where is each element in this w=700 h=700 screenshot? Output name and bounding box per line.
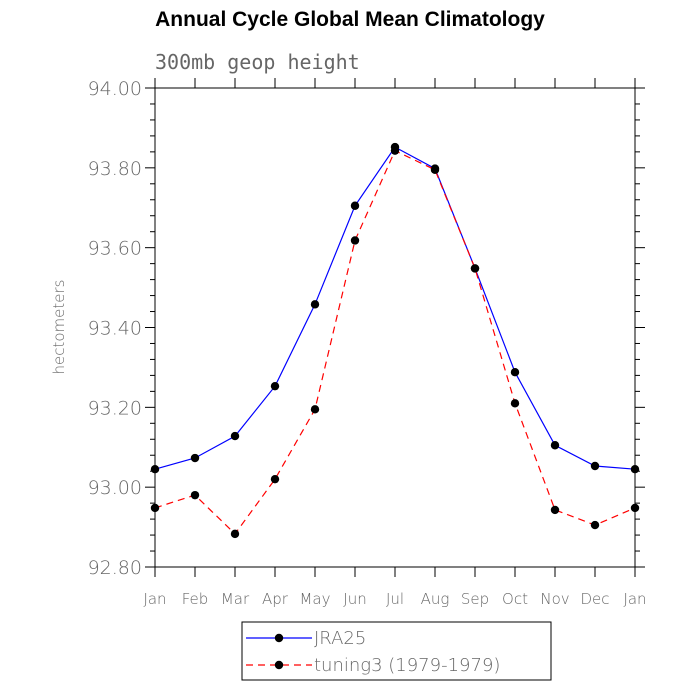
y-tick-label: 92.80	[88, 557, 142, 579]
legend-label-2: tuning3 (1979-1979)	[314, 655, 500, 676]
y-tick-label: 93.80	[88, 158, 142, 180]
series-2-point	[150, 503, 160, 513]
series-1-point	[630, 465, 640, 474]
x-tick-label: Nov	[540, 590, 569, 608]
y-tick-labels: 92.80 93.00 93.20 93.40 93.60 93.80 94.00	[88, 78, 142, 579]
series-1-point	[350, 201, 360, 210]
legend-label-1: JRA25	[314, 628, 366, 649]
x-tick-label: Jul	[386, 590, 404, 608]
series-1-point	[550, 441, 560, 450]
x-tick-label: Aug	[421, 590, 450, 608]
legend: JRA25 tuning3 (1979-1979)	[241, 621, 552, 681]
series-1-point	[190, 453, 200, 463]
y-axis-label: hectometers	[50, 280, 68, 375]
x-tick-label: Jan	[143, 590, 166, 608]
x-tick-label: Jun	[343, 590, 366, 608]
chart-subtitle: 300mb geop height	[155, 50, 360, 74]
y-tick-label: 93.60	[88, 238, 142, 260]
series-2-point	[470, 264, 480, 273]
series-2-point	[350, 236, 360, 245]
series-1-point	[230, 431, 240, 441]
series-1-point	[270, 381, 280, 391]
series-2-point	[510, 399, 520, 408]
plot-axes	[145, 78, 645, 577]
x-tick-label: Oct	[502, 590, 528, 608]
series-2-point	[230, 529, 240, 539]
series-line-2	[154, 149, 636, 535]
legend-box	[241, 621, 552, 681]
chart-title: Annual Cycle Global Mean Climatology	[155, 8, 545, 31]
series-2-point	[430, 165, 440, 175]
series-2-point	[630, 503, 640, 513]
x-tick-label: Apr	[262, 590, 289, 608]
series-1-point	[150, 465, 160, 474]
x-tick-label: May	[299, 590, 330, 608]
series-1-point	[510, 368, 520, 377]
y-tick-label: 94.00	[88, 78, 142, 100]
y-tick-label: 93.40	[88, 318, 142, 340]
legend-marker-2	[274, 660, 284, 670]
y-tick-label: 93.20	[88, 397, 142, 419]
series-2-point	[190, 490, 200, 500]
series-2-point	[550, 505, 560, 515]
series-2-point	[270, 474, 280, 484]
x-tick-label: Dec	[580, 590, 609, 608]
x-tick-labels: Jan Feb Mar Apr May Jun Jul Aug Sep Oct Nov Dec Jan	[143, 590, 646, 608]
x-tick-label: Mar	[221, 590, 250, 608]
y-tick-label: 93.00	[88, 477, 142, 499]
series-2-point	[310, 405, 320, 414]
x-tick-label: Jan	[623, 590, 646, 608]
x-tick-label: Sep	[461, 590, 489, 608]
series-1-point	[590, 461, 600, 471]
series-2-point	[390, 146, 400, 155]
series-line-1	[154, 146, 636, 470]
x-tick-label: Feb	[182, 590, 209, 608]
legend-marker-1	[274, 633, 284, 643]
series-2-point	[590, 520, 600, 530]
series-1-point	[310, 300, 320, 309]
plot-frame	[154, 87, 636, 568]
series-layer	[150, 142, 640, 539]
